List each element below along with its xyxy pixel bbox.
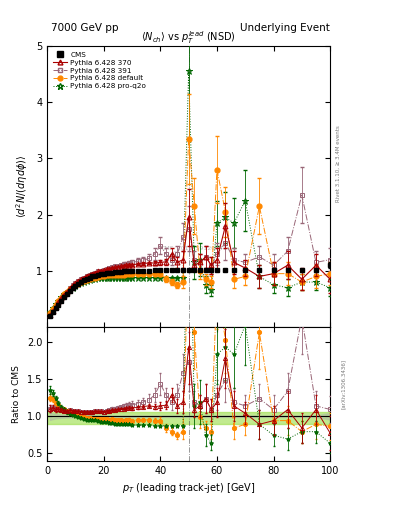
Y-axis label: $\langle d^2 N/(d\eta d\phi) \rangle$: $\langle d^2 N/(d\eta d\phi) \rangle$ <box>15 155 31 218</box>
X-axis label: $p_T$ (leading track-jet) [GeV]: $p_T$ (leading track-jet) [GeV] <box>122 481 255 495</box>
Text: 7000 GeV pp: 7000 GeV pp <box>51 23 119 33</box>
Y-axis label: Ratio to CMS: Ratio to CMS <box>12 365 21 423</box>
Text: [arXiv:1306.3436]: [arXiv:1306.3436] <box>341 359 346 409</box>
Text: Rivet 3.1.10, ≥ 3.4M events: Rivet 3.1.10, ≥ 3.4M events <box>336 125 341 202</box>
Text: CMS_2011_S9120041: CMS_2011_S9120041 <box>161 246 228 251</box>
Legend: CMS, Pythia 6.428 370, Pythia 6.428 391, Pythia 6.428 default, Pythia 6.428 pro-: CMS, Pythia 6.428 370, Pythia 6.428 391,… <box>51 50 148 92</box>
Title: $\langle N_{ch} \rangle$ vs $p_T^{lead}$ (NSD): $\langle N_{ch} \rangle$ vs $p_T^{lead}$… <box>141 29 236 46</box>
Bar <box>47 413 330 423</box>
Text: Underlying Event: Underlying Event <box>240 23 330 33</box>
